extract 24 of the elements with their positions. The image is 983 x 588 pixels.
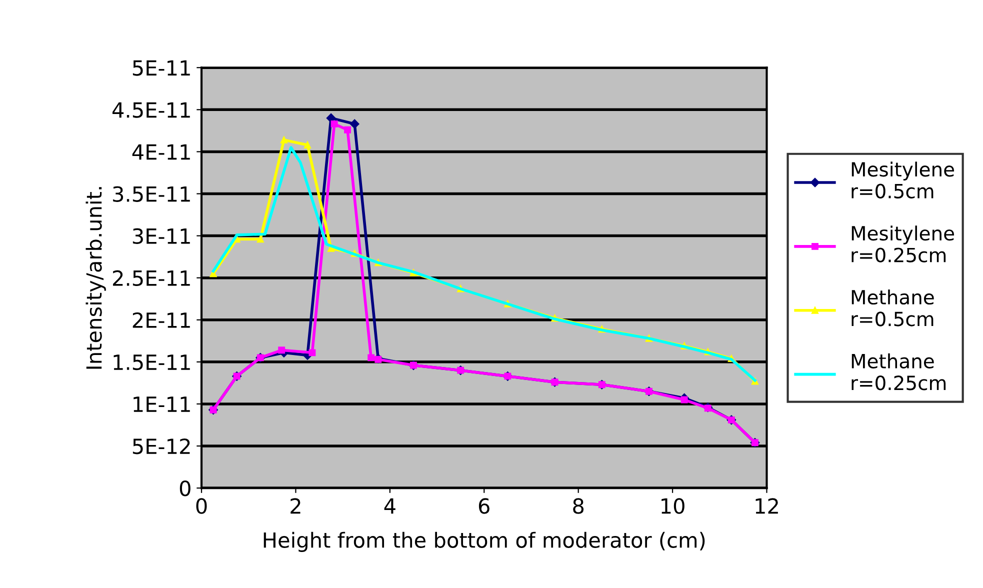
y-tick-label: 1.5E-11 bbox=[114, 354, 190, 370]
x-tick-label: 6 bbox=[478, 498, 490, 514]
y-tick-label: 5E-12 bbox=[132, 438, 190, 454]
y-tick-label: 3.5E-11 bbox=[113, 186, 190, 202]
y-tick-label: 1E-11 bbox=[134, 396, 190, 412]
x-tick-label: 4 bbox=[384, 498, 396, 514]
y-tick-label: 3E-11 bbox=[132, 228, 190, 244]
y-tick-label: 5E-11 bbox=[132, 60, 190, 76]
y-tick-label: 4E-11 bbox=[132, 144, 190, 160]
y-tick-label: 4.5E-11 bbox=[112, 102, 190, 118]
legend-label: Mesitylene r=0.5cm bbox=[852, 162, 954, 198]
x-tick-label: 12 bbox=[756, 498, 778, 514]
y-axis-title: Intensity/arb.unit. bbox=[86, 187, 106, 369]
x-tick-label: 8 bbox=[573, 498, 584, 514]
y-tick-label: 2.5E-11 bbox=[112, 270, 190, 286]
x-tick-label: 2 bbox=[290, 498, 300, 514]
x-tick-label: 0 bbox=[196, 498, 207, 514]
legend-label: Methane r=0.25cm bbox=[852, 353, 946, 390]
legend-label: Methane r=0.5cm bbox=[852, 289, 934, 326]
x-tick-label: 10 bbox=[662, 498, 684, 514]
legend-label: Mesitylene r=0.25cm bbox=[852, 226, 954, 262]
y-tick-label: 0 bbox=[180, 480, 190, 496]
x-axis-title: Height from the bottom of moderator (cm) bbox=[264, 532, 705, 552]
y-tick-label: 2E-11 bbox=[132, 312, 190, 328]
